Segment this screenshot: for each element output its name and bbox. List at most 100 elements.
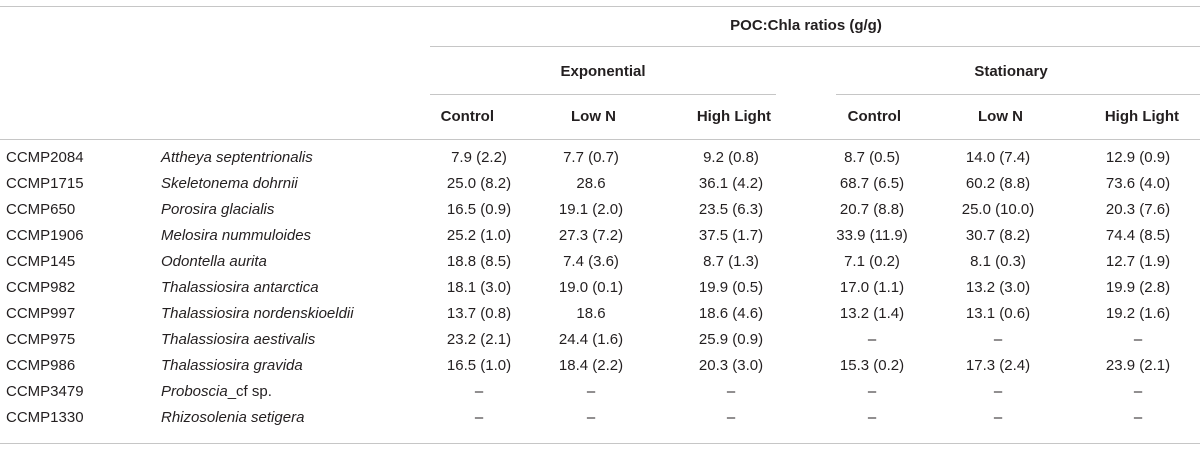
species-genus-epithet: Skeletonema dohrnii (161, 175, 298, 192)
ratio-value-cell: 13.2 (1.4) (839, 305, 905, 322)
ratio-value-cell: – (474, 383, 484, 400)
ratio-value-cell: 7.7 (0.7) (563, 149, 619, 166)
ratio-value-cell: 74.4 (8.5) (1105, 227, 1171, 244)
column-header-stat-high-light: High Light (1104, 108, 1179, 125)
table-row: CCMP2084 Attheya septentrionalis 7.9 (2.2)… (0, 145, 1200, 171)
ratio-value-cell: 28.6 (576, 175, 606, 192)
table-row: CCMP650 Porosira glacialis 16.5 (0.9) 19.1 … (0, 197, 1200, 223)
table-row: CCMP975 Thalassiosira aestivalis 23.2 (2.1… (0, 327, 1200, 353)
table-top-rule (0, 6, 1200, 7)
ratio-value-cell: 7.9 (2.2) (451, 149, 507, 166)
species-name: Skeletonema dohrnii (161, 171, 298, 197)
ratio-value-cell: – (867, 331, 877, 348)
ratio-value-cell: 20.3 (3.0) (698, 357, 764, 374)
ratio-value-cell: – (993, 331, 1003, 348)
species-genus-epithet: Thalassiosira aestivalis (161, 331, 316, 348)
ratio-value-cell: 19.9 (0.5) (698, 279, 764, 296)
ratio-value-cell: 15.3 (0.2) (839, 357, 905, 374)
ratio-value-cell: 9.2 (0.8) (703, 149, 759, 166)
stationary-underline (836, 94, 1200, 95)
ratio-value-cell: 16.5 (1.0) (446, 357, 512, 374)
table-row: CCMP145 Odontella aurita 18.8 (8.5) 7.4 (3.… (0, 249, 1200, 275)
ratio-value-cell: 19.9 (2.8) (1105, 279, 1171, 296)
ratio-value-cell: 18.6 (4.6) (698, 305, 764, 322)
ratio-value-cell: 19.2 (1.6) (1105, 305, 1171, 322)
ratio-value-cell: – (586, 409, 596, 426)
ratio-value-cell: – (867, 383, 877, 400)
species-name: Thalassiosira gravida (161, 353, 303, 379)
strain-id: CCMP986 (6, 357, 76, 374)
ratio-value-cell: – (726, 409, 736, 426)
ratio-value-cell: 25.2 (1.0) (446, 227, 512, 244)
species-genus-epithet: Attheya septentrionalis (161, 149, 313, 166)
species-genus-epithet: Thalassiosira gravida (161, 357, 303, 374)
table-row: CCMP982 Thalassiosira antarctica 18.1 (3.0… (0, 275, 1200, 301)
ratio-value-cell: 23.9 (2.1) (1105, 357, 1171, 374)
ratio-value-cell: 7.1 (0.2) (844, 253, 900, 270)
ratio-value-cell: 30.7 (8.2) (965, 227, 1031, 244)
species-genus-epithet: Thalassiosira antarctica (161, 279, 319, 296)
species-genus-epithet: Melosira nummuloides (161, 227, 312, 244)
ratio-value-cell: – (993, 409, 1003, 426)
table-row: CCMP1906 Melosira nummuloides 25.2 (1.0) 27… (0, 223, 1200, 249)
strain-id: CCMP982 (6, 279, 76, 296)
column-header-exp-high-light: High Light (696, 108, 771, 125)
ratio-value-cell: 8.7 (0.5) (844, 149, 900, 166)
ratio-value-cell: 73.6 (4.0) (1105, 175, 1171, 192)
ratio-value-cell: 20.7 (8.8) (839, 201, 905, 218)
ratio-value-cell: – (1133, 409, 1143, 426)
table-row: CCMP3479 Proboscia_cf sp. – – – – – – (0, 379, 1200, 405)
species-name: Porosira glacialis (161, 197, 274, 223)
ratio-value-cell: – (474, 409, 484, 426)
ratio-value-cell: 8.1 (0.3) (970, 253, 1026, 270)
ratio-value-cell: 13.1 (0.6) (965, 305, 1031, 322)
ratio-value-cell: 33.9 (11.9) (836, 227, 908, 244)
ratio-value-cell: 24.4 (1.6) (558, 331, 624, 348)
strain-id: CCMP145 (6, 253, 76, 270)
ratio-value-cell: 19.1 (2.0) (558, 201, 624, 218)
column-header-exp-control: Control (440, 108, 494, 125)
ratio-value-cell: – (1133, 331, 1143, 348)
ratio-value-cell: 18.6 (576, 305, 606, 322)
table-bottom-rule (0, 443, 1200, 444)
ratio-value-cell: 18.8 (8.5) (446, 253, 512, 270)
species-name: Proboscia_cf sp. (161, 379, 272, 405)
ratio-value-cell: – (867, 409, 877, 426)
species-name: Odontella aurita (161, 249, 267, 275)
ratio-value-cell: 23.5 (6.3) (698, 201, 764, 218)
group-header-stationary: Stationary (974, 63, 1048, 80)
species-name: Thalassiosira aestivalis (161, 327, 315, 353)
ratio-value-cell: 14.0 (7.4) (965, 149, 1031, 166)
strain-id: CCMP3479 (6, 383, 84, 400)
ratio-value-cell: 25.0 (10.0) (961, 201, 1035, 218)
ratio-value-cell: 60.2 (8.8) (965, 175, 1031, 192)
strain-id: CCMP1715 (6, 175, 84, 192)
table-row: CCMP1715 Skeletonema dohrnii 25.0 (8.2) 28.… (0, 171, 1200, 197)
strain-id: CCMP1330 (6, 409, 84, 426)
ratio-value-cell: 8.7 (1.3) (703, 253, 759, 270)
table-row: CCMP986 Thalassiosira gravida 16.5 (1.0) 18… (0, 353, 1200, 379)
ratio-value-cell: 18.1 (3.0) (446, 279, 512, 296)
ratio-value-cell: 37.5 (1.7) (698, 227, 764, 244)
ratio-value-cell: 12.7 (1.9) (1105, 253, 1171, 270)
column-header-stat-low-n: Low N (978, 108, 1023, 125)
ratio-value-cell: – (993, 383, 1003, 400)
ratio-value-cell: – (726, 383, 736, 400)
species-genus-epithet: Proboscia (161, 383, 228, 400)
species-genus-epithet: Thalassiosira nordenskioeldii (161, 305, 354, 322)
species-name: Thalassiosira nordenskioeldii (161, 301, 354, 327)
ratio-value-cell: 68.7 (6.5) (839, 175, 905, 192)
group-header-exponential: Exponential (560, 63, 646, 80)
table-row: CCMP1330 Rhizosolenia setigera – – – – – – (0, 405, 1200, 431)
ratio-value-cell: 27.3 (7.2) (558, 227, 624, 244)
title-underline (430, 46, 1200, 47)
strain-id: CCMP997 (6, 305, 76, 322)
strain-id: CCMP975 (6, 331, 76, 348)
exponential-underline (430, 94, 776, 95)
ratio-value-cell: 13.2 (3.0) (965, 279, 1031, 296)
species-genus-epithet: Rhizosolenia setigera (161, 409, 305, 426)
ratio-value-cell: 25.9 (0.9) (698, 331, 764, 348)
header-bottom-rule (0, 139, 1200, 140)
ratio-value-cell: 17.3 (2.4) (965, 357, 1031, 374)
